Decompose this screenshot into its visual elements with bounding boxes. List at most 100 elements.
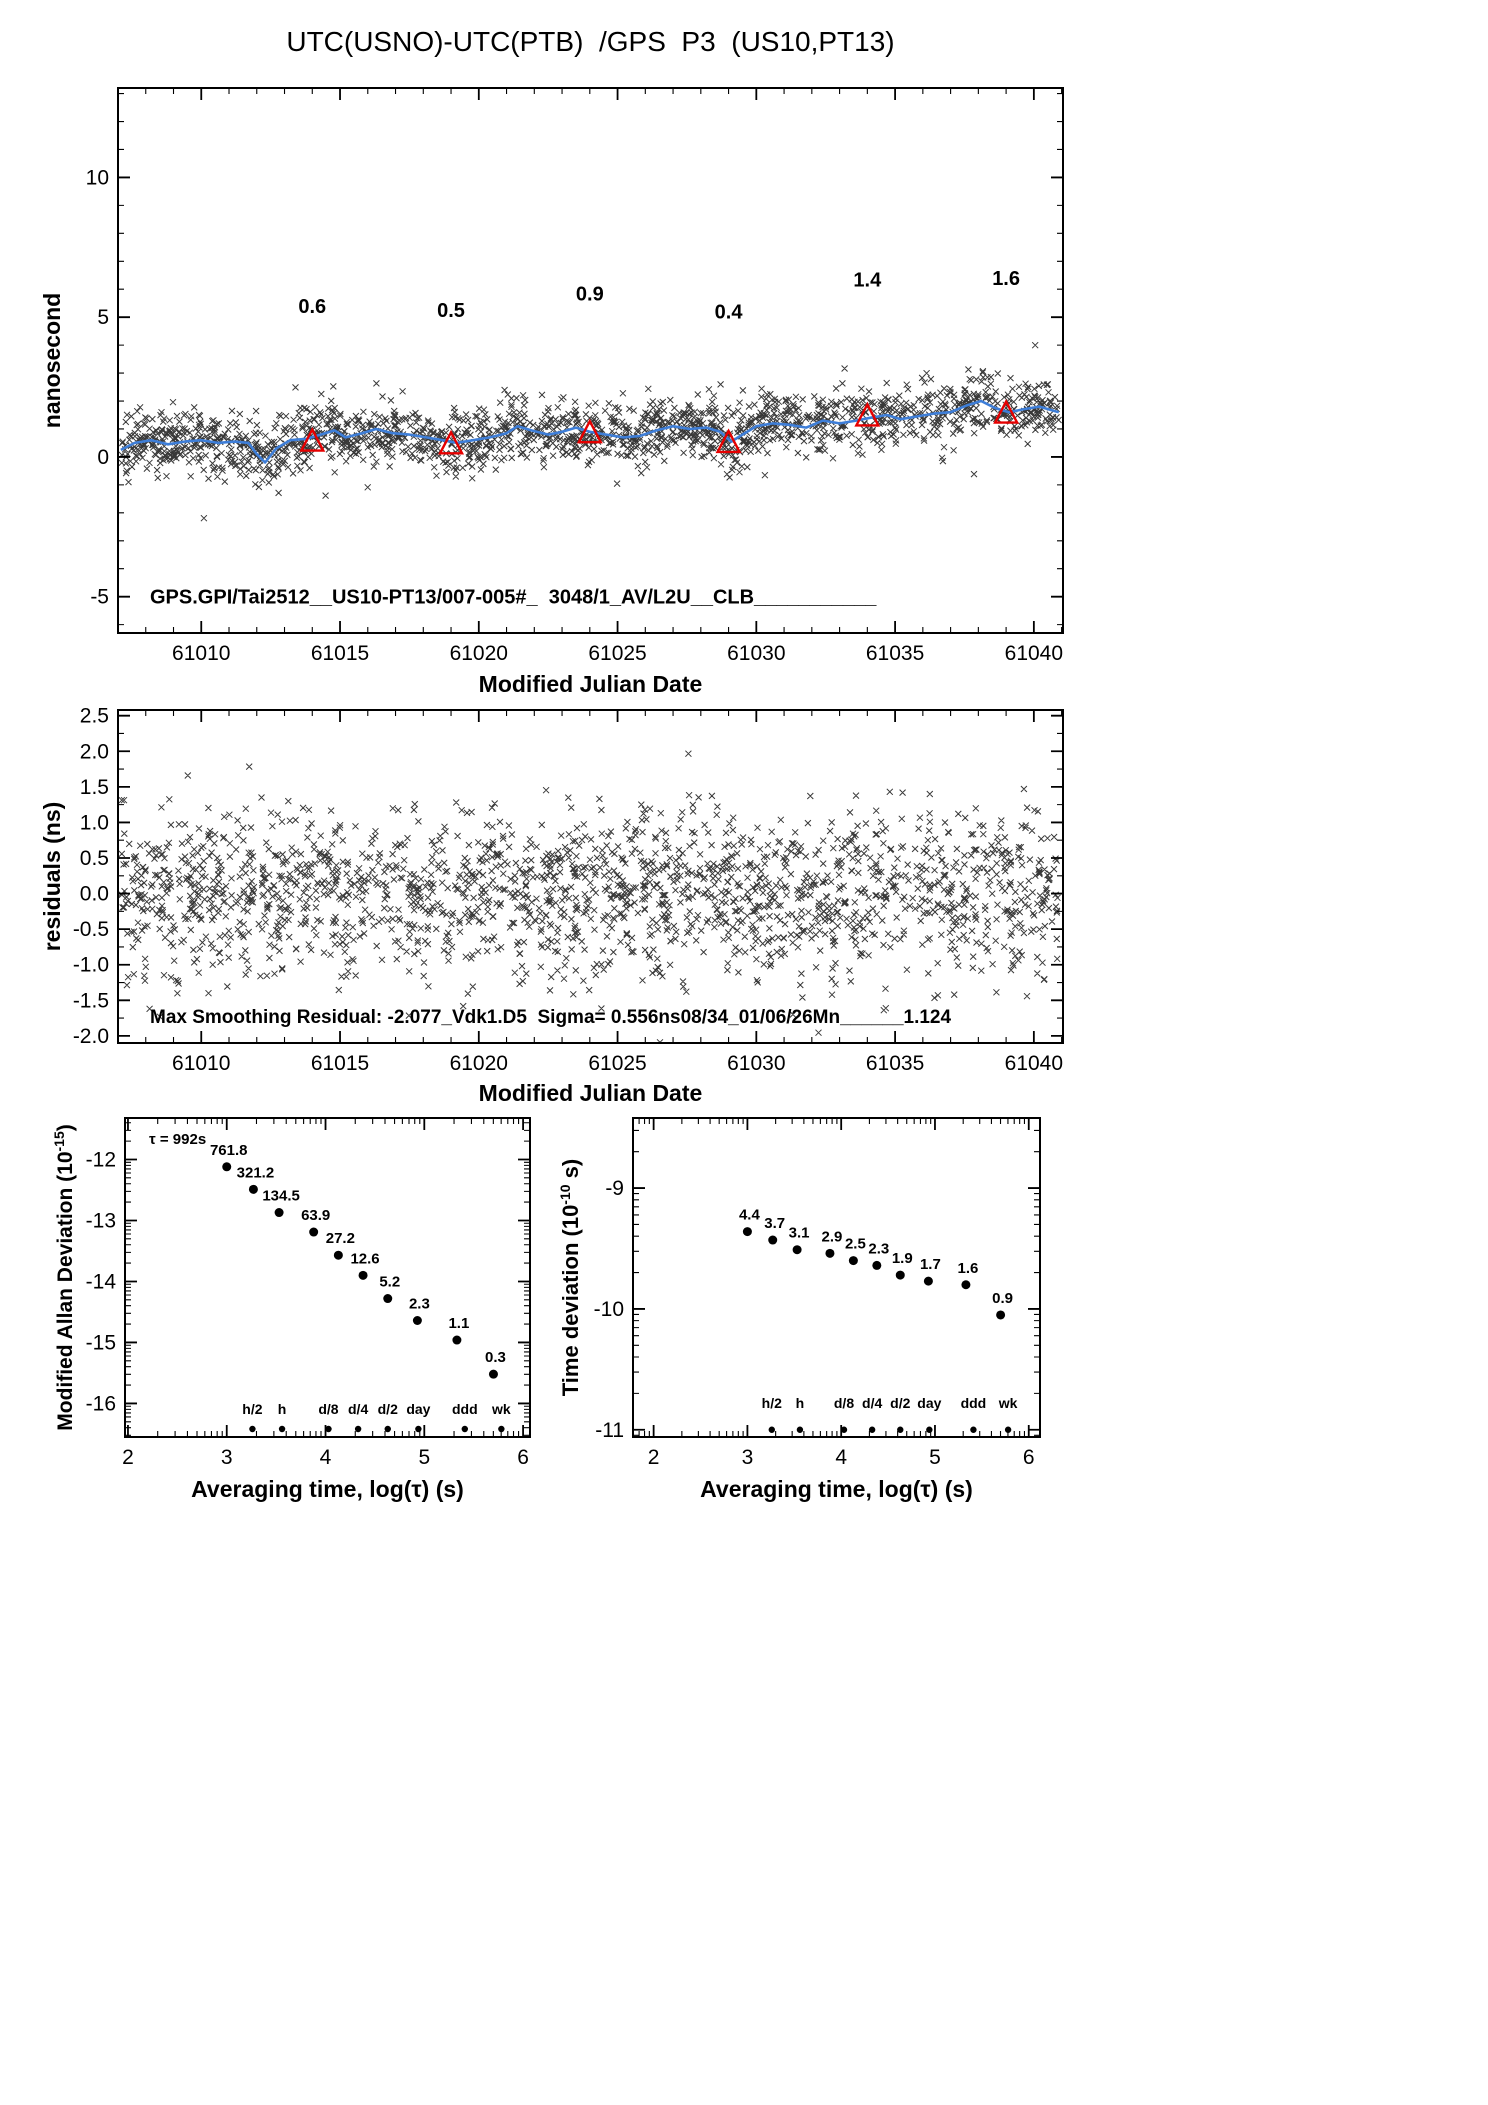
time-mark-label: d/2	[378, 1401, 398, 1417]
x-axis-title: Averaging time, log(τ) (s)	[700, 1476, 973, 1502]
calibration-value-label: 0.5	[437, 300, 465, 322]
deviation-point	[923, 1276, 933, 1286]
time-mark-dot	[840, 1426, 848, 1433]
x-tick-label: 61040	[1005, 642, 1063, 665]
x-tick-label: 61015	[311, 1052, 369, 1075]
deviation-point	[452, 1335, 462, 1345]
time-mark-label: d/8	[318, 1401, 338, 1417]
minor-ticks	[633, 1118, 1040, 1437]
y-tick-label: 1.5	[80, 776, 109, 799]
y-tick-label: -14	[86, 1270, 117, 1293]
time-mark-label: day	[406, 1401, 430, 1417]
major-ticks	[125, 1118, 530, 1437]
calibration-triangle-marker	[715, 428, 742, 454]
major-ticks	[633, 1118, 1040, 1437]
x-tick-label: 61035	[866, 1052, 924, 1075]
time-mark-dot	[1004, 1426, 1012, 1433]
time-mark-dot	[415, 1425, 422, 1433]
y-tick-label: -15	[86, 1331, 116, 1354]
y-tick-label: 0	[97, 446, 109, 469]
smoothing-line	[120, 399, 1060, 464]
y-tick-label: -13	[86, 1209, 116, 1232]
x-tick-label: 3	[742, 1446, 754, 1469]
calibration-value-label: 0.9	[576, 283, 604, 305]
deviation-point	[895, 1270, 905, 1280]
deviation-value-label: 134.5	[262, 1188, 300, 1205]
time-mark-label: wk	[491, 1401, 511, 1417]
x-tick-label: 61025	[588, 1052, 646, 1075]
deviation-value-label: 12.6	[350, 1250, 379, 1267]
time-mark-label: d/4	[348, 1401, 368, 1417]
y-tick-label: 2.0	[80, 740, 109, 763]
y-tick-label: -11	[595, 1419, 624, 1442]
y-tick-label: 2.5	[80, 705, 109, 728]
y-tick-label: -1.5	[73, 989, 109, 1012]
residual-stats-text: Max Smoothing Residual: -2.077_Vdk1.D5 S…	[150, 1007, 951, 1028]
time-mark-dot	[897, 1426, 904, 1433]
deviation-point	[488, 1369, 498, 1379]
dataset-id-text: GPS.GPI/Tai2512__US10-PT13/007-005#_ 304…	[150, 587, 877, 609]
x-tick-label: 61010	[172, 1052, 230, 1075]
deviation-value-label: 2.3	[868, 1240, 889, 1257]
y-axis-title: Modified Allan Deviation (10-15)	[51, 1124, 77, 1431]
x-tick-label: 61030	[727, 642, 785, 665]
deviation-value-label: 761.8	[210, 1142, 248, 1159]
x-axis-title: Modified Julian Date	[479, 1080, 703, 1106]
y-tick-label: -9	[605, 1177, 624, 1200]
deviation-value-label: 2.5	[845, 1236, 866, 1253]
deviation-point	[358, 1270, 368, 1280]
deviation-value-label: 1.1	[448, 1315, 469, 1332]
panel-frame	[124, 1117, 531, 1438]
y-tick-label: 0.0	[80, 883, 109, 906]
x-tick-label: 3	[221, 1446, 233, 1469]
time-mark-dot	[970, 1426, 977, 1433]
deviation-point	[872, 1260, 882, 1270]
calibration-triangle-marker	[993, 399, 1020, 424]
x-tick-label: 61015	[311, 642, 369, 665]
deviation-point	[961, 1280, 971, 1290]
deviation-value-label: 4.4	[739, 1207, 761, 1224]
calibration-triangle-marker	[576, 418, 603, 444]
x-tick-label: 4	[320, 1446, 332, 1469]
deviation-point	[222, 1162, 232, 1172]
deviation-point	[309, 1227, 319, 1237]
panel-frame	[632, 1117, 1041, 1438]
x-tick-label: 61025	[588, 642, 646, 665]
deviation-point	[792, 1245, 802, 1255]
deviation-point	[825, 1248, 835, 1258]
time-mark-dot	[354, 1425, 362, 1433]
x-tick-label: 5	[929, 1446, 941, 1469]
y-tick-label: -12	[86, 1148, 116, 1171]
x-tick-label: 6	[517, 1446, 529, 1469]
deviation-value-label: 3.7	[764, 1215, 785, 1232]
time-mark-label: ddd	[452, 1401, 478, 1417]
time-mark-label: h/2	[242, 1401, 262, 1417]
x-tick-label: 2	[122, 1446, 134, 1469]
time-mark-label: d/4	[862, 1395, 882, 1411]
residuals-panel: Max Smoothing Residual: -2.077_Vdk1.D5 S…	[39, 705, 1064, 1106]
deviation-value-label: 321.2	[237, 1164, 275, 1181]
deviation-point	[248, 1184, 258, 1194]
y-tick-label: 1.0	[80, 811, 109, 834]
x-axis-title: Averaging time, log(τ) (s)	[191, 1476, 464, 1502]
x-tick-label: 6	[1023, 1446, 1035, 1469]
y-axis-title: residuals (ns)	[39, 802, 65, 952]
deviation-value-label: 0.9	[992, 1290, 1013, 1307]
y-tick-label: -2.0	[73, 1025, 109, 1048]
x-tick-label: 61010	[172, 642, 230, 665]
x-tick-label: 5	[418, 1446, 430, 1469]
minor-ticks	[117, 88, 1063, 633]
deviation-value-label: 1.7	[920, 1256, 941, 1273]
deviation-point	[996, 1310, 1006, 1320]
time-mark-label: ddd	[961, 1395, 987, 1411]
y-axis-title: Time deviation (10-10 s)	[557, 1159, 583, 1396]
calibration-value-label: 0.6	[298, 296, 326, 318]
deviation-point	[742, 1227, 752, 1237]
time-mark-dot	[278, 1425, 286, 1433]
x-tick-label: 61040	[1005, 1052, 1063, 1075]
deviation-point	[383, 1294, 393, 1304]
deviation-value-label: 5.2	[379, 1274, 400, 1291]
deviation-value-label: 2.9	[822, 1228, 843, 1245]
deviation-value-label: 2.3	[409, 1296, 430, 1313]
